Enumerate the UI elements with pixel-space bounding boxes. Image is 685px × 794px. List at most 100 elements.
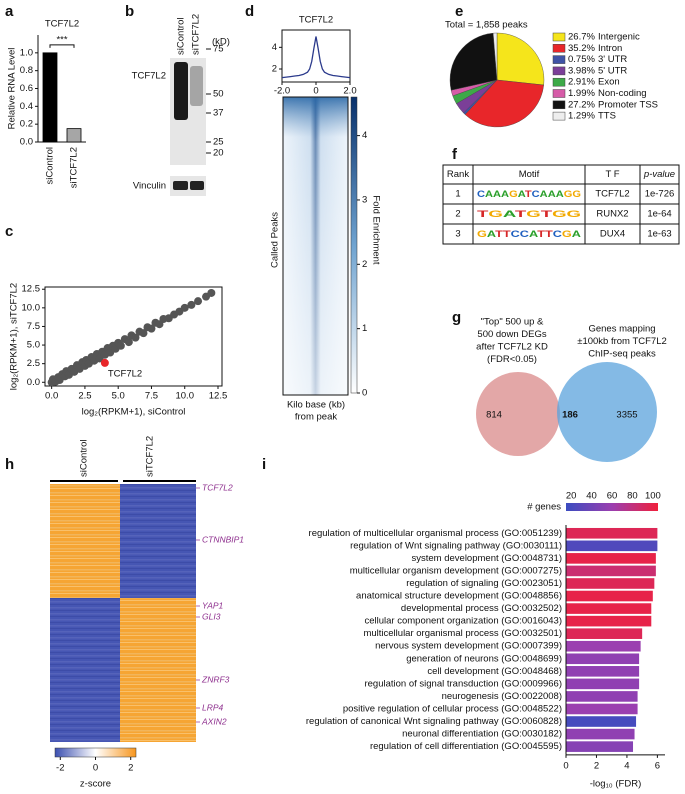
bar	[566, 716, 637, 727]
gene-label: LRP4	[202, 702, 224, 712]
legend-swatch	[552, 55, 566, 64]
bar	[566, 728, 635, 740]
point	[131, 333, 140, 342]
table-cell: 1e-63	[647, 229, 671, 240]
category-label: multicellular organism development (GO:0…	[350, 565, 562, 576]
legend-label: Intron	[598, 43, 622, 54]
gene-label: CTNNBIP1	[202, 534, 244, 544]
colorbar-tick-label: 0	[93, 763, 98, 774]
x-tick-label: 2.5	[78, 391, 91, 402]
y-tick-label: 0.0	[20, 137, 33, 148]
profile-line	[281, 36, 351, 79]
chart-title: Total = 1,858 peaks	[445, 20, 528, 31]
unit-label: (kD)	[212, 37, 230, 48]
bar	[566, 590, 653, 602]
y-tick-label: 7.5	[27, 321, 40, 332]
table-cell: 1e-64	[647, 209, 671, 220]
category-label: system development (GO:0048731)	[412, 553, 563, 564]
pie-slice	[449, 32, 498, 91]
table-cell: 3	[455, 229, 460, 240]
legend-label: Promoter TSS	[598, 99, 658, 110]
legend-value: 27.2%	[568, 99, 595, 110]
y-tick-label: 10.0	[22, 302, 41, 313]
venn-set-label: "Top" 500 up &	[481, 317, 544, 328]
chart-title: TCF7L2	[299, 15, 333, 26]
protein-label: Vinculin	[133, 181, 166, 192]
motif-logo: CAAAGATCAAAGG	[477, 189, 581, 200]
y-tick-label: 5.0	[27, 340, 40, 351]
venn-set-label: ChIP-seq peaks	[588, 349, 656, 360]
legend-swatch	[552, 100, 566, 110]
category-label: neurogenesis (GO:0022008)	[442, 691, 562, 702]
y-tick-label: 12.5	[22, 284, 41, 295]
legend-value: 3.98%	[568, 65, 595, 76]
colorbar-tick-label: -2	[56, 763, 64, 774]
category-label: cell development (GO:0048468)	[427, 666, 562, 677]
bar	[566, 553, 656, 564]
panel-label: b	[125, 3, 134, 20]
heatmap-y-label: Called Peaks	[270, 212, 281, 268]
point	[124, 338, 133, 347]
colorbar-tick-label: 20	[566, 491, 577, 502]
colorbar-tick-label: 0	[362, 388, 367, 399]
y-tick-label: 1.0	[20, 47, 33, 58]
colorbar-tick-label: 80	[627, 491, 638, 502]
legend-label: Non-coding	[598, 88, 647, 99]
y-tick-label: 2	[272, 64, 277, 75]
table-header: T F	[605, 169, 619, 180]
column-label: siTCF7L2	[145, 436, 156, 477]
category-label: cellular component organization (GO:0016…	[364, 616, 562, 627]
legend-label: 5' UTR	[598, 65, 627, 76]
bar	[66, 128, 82, 143]
bar	[566, 640, 641, 652]
category-label: regulation of canonical Wnt signaling pa…	[306, 716, 562, 727]
pie-slice	[464, 79, 544, 128]
category-label: neuronal differentiation (GO:0030182)	[402, 729, 562, 740]
gene-label: ZNRF3	[201, 674, 230, 684]
gene-label: GLI3	[202, 611, 221, 621]
venn-count: 814	[486, 410, 502, 421]
table-header: Motif	[519, 169, 540, 180]
bar	[566, 565, 656, 577]
colorbar-tick-label: 2	[362, 259, 367, 270]
y-tick-label: 0.2	[20, 119, 33, 130]
bar	[566, 653, 640, 665]
legend-value: 0.75%	[568, 54, 595, 65]
legend-swatch	[552, 89, 566, 98]
x-tick-label: -2.0	[274, 86, 290, 97]
heatmap-frame	[282, 96, 349, 396]
y-axis-label: log₂(RPKM+1), siTCF7L2	[9, 283, 20, 390]
x-tick-label: 7.5	[145, 391, 158, 402]
bar	[566, 628, 643, 639]
category-label: regulation of cell differentiation (GO:0…	[370, 741, 562, 752]
venn-count: 3355	[616, 410, 637, 421]
legend-swatch	[552, 44, 566, 53]
panel-label: i	[262, 456, 266, 473]
bar	[42, 52, 58, 143]
x-axis-label: log₂(RPKM+1), siControl	[82, 407, 186, 418]
bar	[566, 678, 640, 690]
table-cell: RUNX2	[596, 209, 628, 220]
x-tick-label: 0	[563, 760, 568, 771]
pie-slice	[496, 32, 545, 86]
category-label: nervous system development (GO:0007399)	[375, 641, 562, 652]
legend-label: 3' UTR	[598, 54, 627, 65]
venn-count: 186	[562, 410, 578, 421]
bar	[566, 703, 638, 715]
bar	[566, 603, 652, 614]
panel-label: g	[452, 309, 461, 326]
legend-value: 35.2%	[568, 43, 595, 54]
x-tick-label: siTCF7L2	[69, 147, 80, 188]
heatmap-block	[50, 484, 120, 598]
legend-label: TTS	[598, 111, 616, 122]
point	[180, 303, 189, 312]
point	[139, 329, 148, 338]
table-cell: 1	[455, 189, 460, 200]
lane-label: siControl	[176, 18, 187, 56]
colorbar-label: # genes	[527, 502, 561, 513]
y-tick-label: 0.0	[27, 377, 40, 388]
bar	[566, 578, 655, 589]
